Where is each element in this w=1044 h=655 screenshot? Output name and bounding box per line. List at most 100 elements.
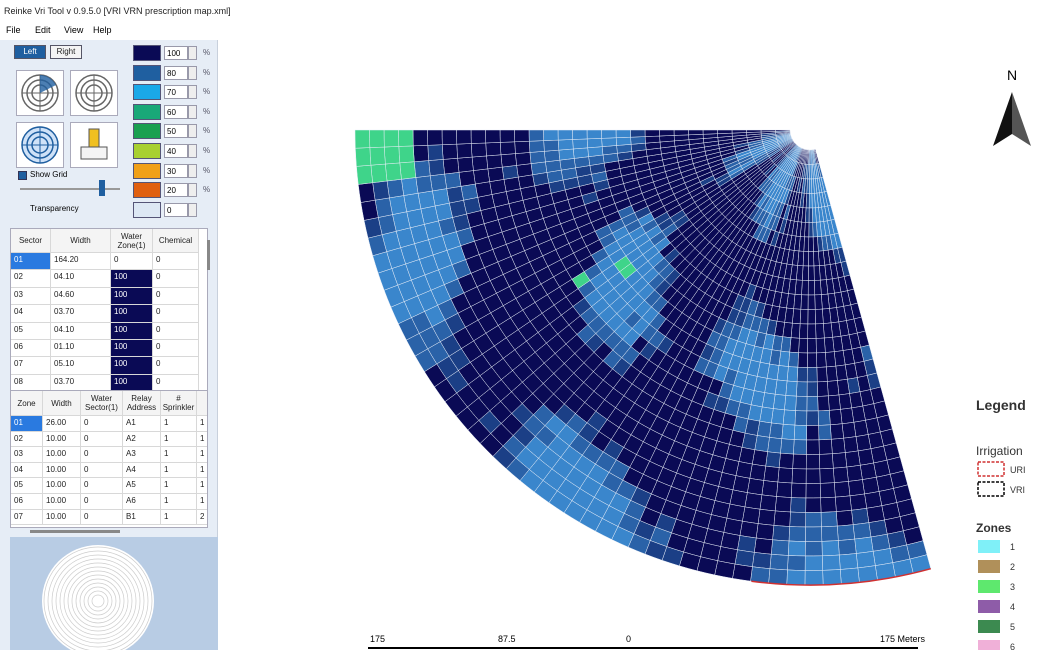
table-cell[interactable]: 0 — [81, 478, 123, 494]
menu-item[interactable]: File — [6, 25, 21, 35]
table-cell[interactable]: 1 — [161, 447, 197, 463]
menu-item[interactable]: Help — [93, 25, 112, 35]
tool-button[interactable] — [70, 70, 118, 116]
table-cell[interactable]: 01.10 — [51, 340, 111, 358]
spin-button[interactable] — [188, 163, 197, 178]
color-swatch[interactable] — [133, 123, 161, 140]
table-cell[interactable]: 100 — [111, 305, 153, 323]
table-cell[interactable]: B1 — [123, 509, 161, 526]
table-cell[interactable]: 1 — [161, 431, 197, 448]
level-input[interactable]: 20 — [164, 183, 188, 198]
table-cell[interactable]: 10.00 — [43, 462, 81, 479]
table-cell[interactable]: 100 — [111, 270, 153, 288]
table-cell[interactable]: A6 — [123, 494, 161, 510]
color-swatch[interactable] — [133, 143, 161, 159]
spin-button[interactable] — [188, 202, 197, 217]
table-cell[interactable]: 03.70 — [51, 305, 111, 323]
level-input[interactable]: 70 — [164, 85, 188, 100]
level-input[interactable]: 50 — [164, 124, 188, 139]
table-cell[interactable]: 0 — [153, 322, 199, 340]
spin-button[interactable] — [188, 144, 197, 158]
table-cell[interactable]: 04.60 — [51, 287, 111, 306]
tool-button[interactable] — [16, 122, 64, 168]
spin-button[interactable] — [188, 85, 197, 100]
table-cell[interactable]: 07 — [11, 357, 51, 375]
table-cell[interactable]: 05 — [11, 478, 43, 494]
table-cell[interactable]: 03 — [11, 287, 51, 306]
level-input[interactable]: 0 — [164, 202, 188, 217]
table-cell[interactable]: 1 — [197, 478, 207, 494]
spin-button[interactable] — [188, 104, 197, 119]
level-input[interactable]: 80 — [164, 65, 188, 80]
spin-button[interactable] — [188, 124, 197, 139]
table-cell[interactable]: 100 — [111, 322, 153, 340]
table-cell[interactable]: 04 — [11, 462, 43, 479]
table-cell[interactable]: 1 — [161, 416, 197, 432]
table-cell[interactable]: 1 — [161, 494, 197, 510]
table-cell[interactable]: 02 — [11, 431, 43, 448]
table-cell[interactable]: 10.00 — [43, 478, 81, 494]
table-cell[interactable]: A2 — [123, 431, 161, 448]
table-cell[interactable]: 0 — [81, 416, 123, 432]
table-cell[interactable]: 0 — [81, 447, 123, 463]
table-cell[interactable]: 0 — [81, 462, 123, 479]
level-input[interactable]: 60 — [164, 104, 188, 119]
table-cell[interactable]: 0 — [153, 253, 199, 271]
slider-thumb[interactable] — [99, 180, 105, 196]
table-cell[interactable]: 06 — [11, 340, 51, 358]
table-cell[interactable]: 02 — [11, 270, 51, 288]
table-cell[interactable]: 100 — [111, 357, 153, 375]
spin-button[interactable] — [188, 46, 197, 60]
table-cell[interactable]: 0 — [111, 253, 153, 271]
color-swatch[interactable] — [133, 182, 161, 199]
side-button[interactable]: Right — [50, 45, 82, 59]
table-cell[interactable]: 1 — [197, 494, 207, 510]
table-cell[interactable]: 0 — [153, 270, 199, 288]
table-cell[interactable]: 04 — [11, 305, 51, 323]
color-swatch[interactable] — [133, 84, 161, 101]
color-swatch[interactable] — [133, 103, 161, 120]
table-cell[interactable]: A4 — [123, 462, 161, 479]
table-cell[interactable]: 0 — [153, 305, 199, 323]
side-button[interactable]: Left — [14, 45, 46, 59]
table-cell[interactable]: 1 — [197, 462, 207, 479]
table-cell[interactable]: 0 — [81, 509, 123, 526]
table-cell[interactable]: 1 — [161, 478, 197, 494]
table-cell[interactable]: 1 — [197, 447, 207, 463]
table-cell[interactable]: 1 — [197, 431, 207, 448]
table-cell[interactable]: 03 — [11, 447, 43, 463]
spin-button[interactable] — [188, 183, 197, 198]
table-cell[interactable]: 1 — [161, 462, 197, 479]
table-cell[interactable]: 164.20 — [51, 253, 111, 271]
level-input[interactable]: 40 — [164, 144, 188, 158]
table-cell[interactable]: 1 — [161, 509, 197, 526]
table-cell[interactable]: 10.00 — [43, 447, 81, 463]
level-input[interactable]: 100 — [164, 46, 188, 60]
table-cell[interactable]: 0 — [81, 431, 123, 448]
table-cell[interactable]: A1 — [123, 416, 161, 432]
table-cell[interactable]: 0 — [153, 357, 199, 375]
level-input[interactable]: 30 — [164, 163, 188, 178]
table-cell[interactable]: A3 — [123, 447, 161, 463]
checkbox[interactable] — [18, 171, 27, 180]
tool-button[interactable] — [70, 122, 118, 168]
color-swatch[interactable] — [133, 64, 161, 81]
table-cell[interactable]: 100 — [111, 287, 153, 306]
color-swatch[interactable] — [133, 45, 161, 61]
table-cell[interactable]: 01 — [11, 253, 51, 271]
table-cell[interactable]: 10.00 — [43, 509, 81, 526]
table-cell[interactable]: 05 — [11, 322, 51, 340]
table-cell[interactable]: 07 — [11, 509, 43, 526]
color-swatch[interactable] — [133, 201, 161, 218]
color-swatch[interactable] — [133, 162, 161, 179]
menu-item[interactable]: Edit — [35, 25, 51, 35]
table-cell[interactable]: 10.00 — [43, 494, 81, 510]
table-cell[interactable]: 2 — [197, 509, 207, 526]
table-cell[interactable]: 06 — [11, 494, 43, 510]
table-cell[interactable]: 05.10 — [51, 357, 111, 375]
spin-button[interactable] — [188, 65, 197, 80]
table-cell[interactable]: 26.00 — [43, 416, 81, 432]
table-cell[interactable]: 10.00 — [43, 431, 81, 448]
table-cell[interactable]: 0 — [153, 340, 199, 358]
table-cell[interactable]: 0 — [153, 287, 199, 306]
